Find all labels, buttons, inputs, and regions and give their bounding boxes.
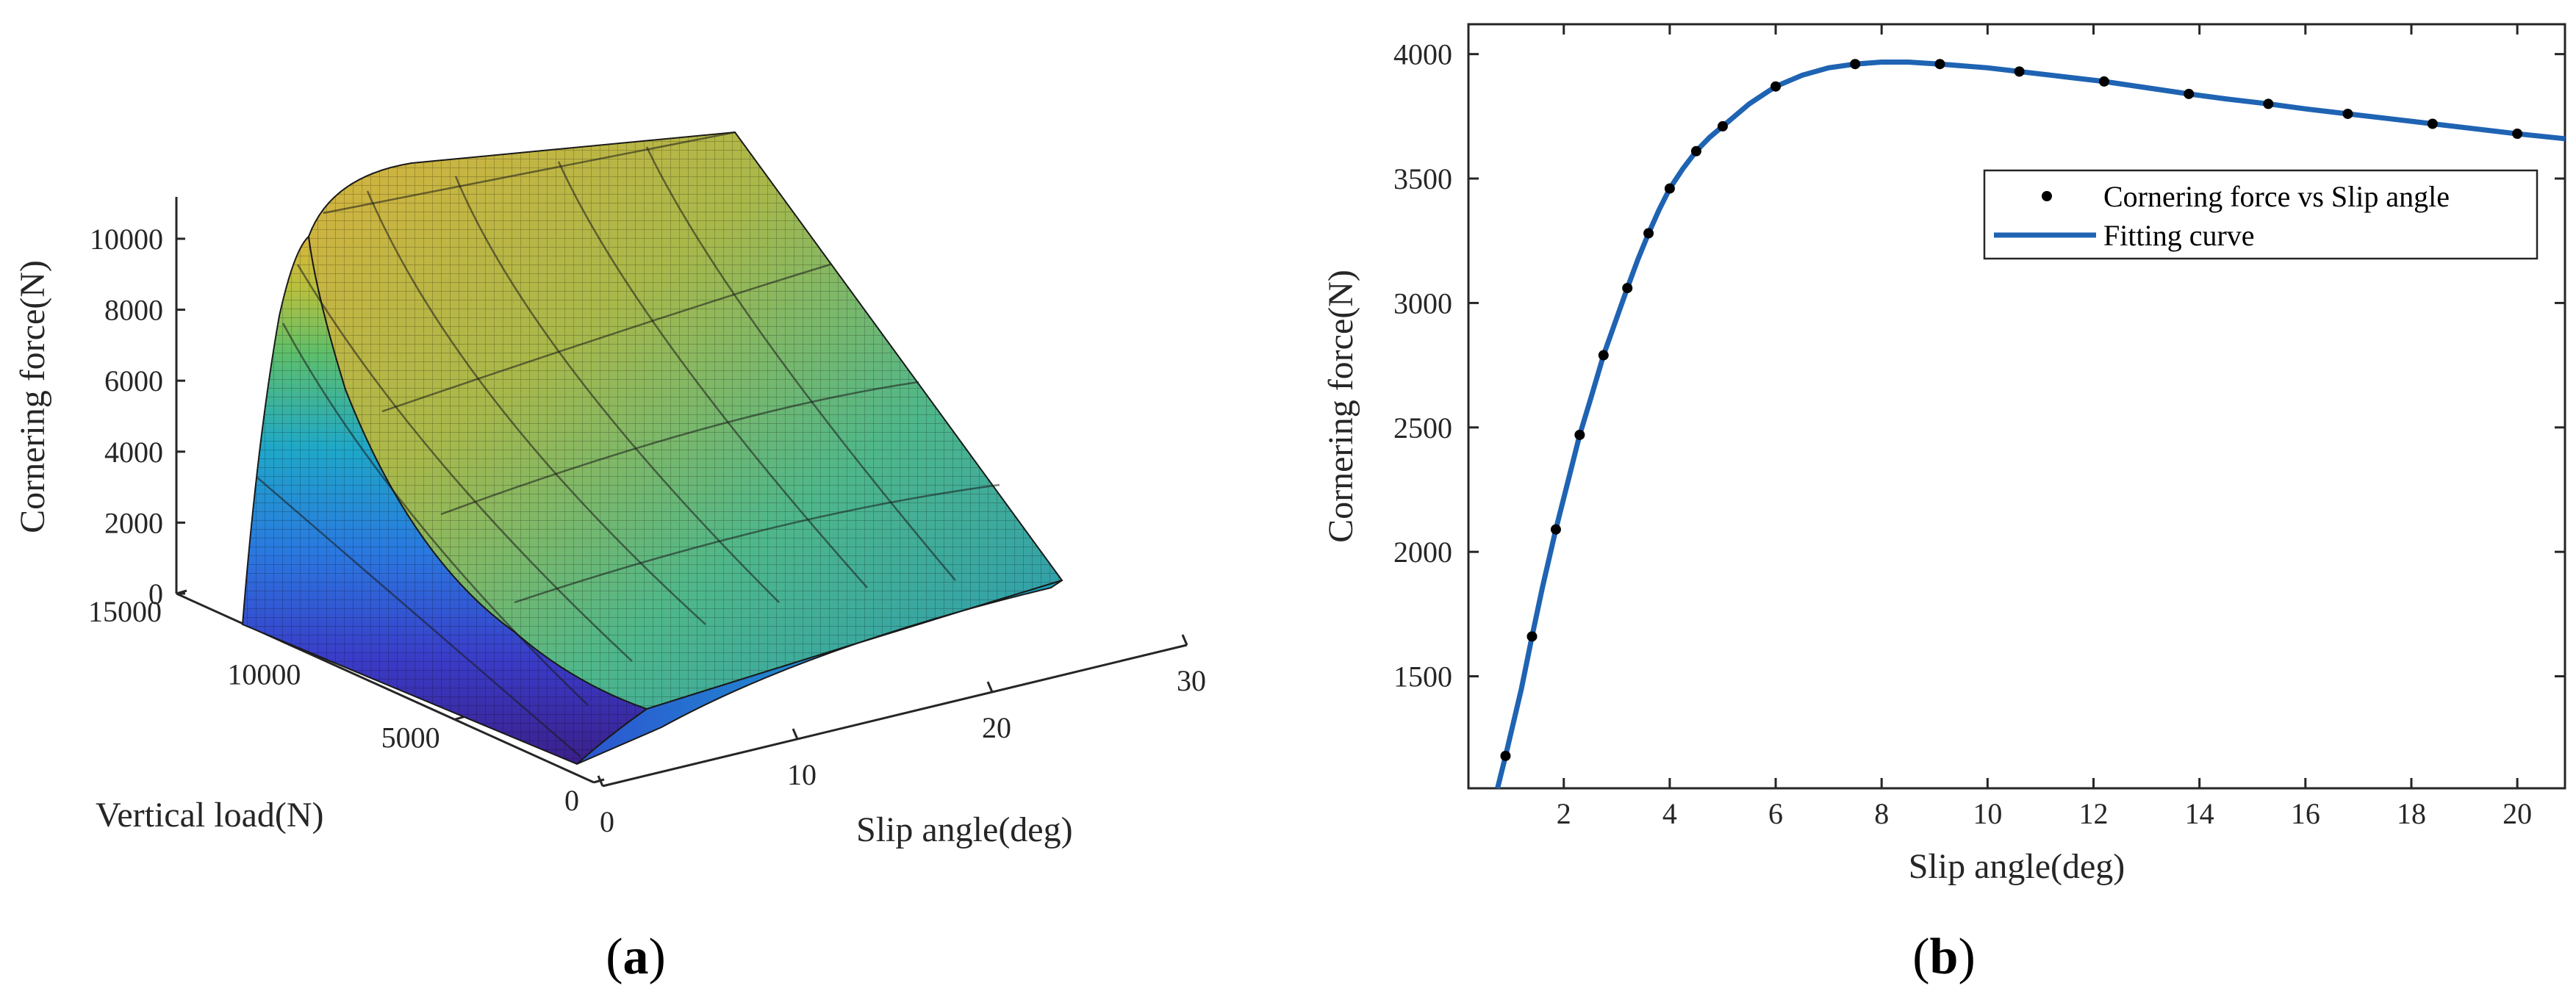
y-ticks: 1500 2000 2500 3000 3500 4000 [1393, 38, 2565, 694]
y-tick-mark [176, 589, 187, 595]
legend-entry-markers: Cornering force vs Slip angle [2103, 180, 2450, 213]
plot-area-frame [1467, 23, 2566, 790]
z-tick-label: 8000 [104, 294, 163, 327]
y-tick-label: 2000 [1393, 536, 1452, 569]
x-tick-label: 8 [1874, 797, 1889, 830]
x-tick-label: 14 [2185, 797, 2214, 830]
data-point [2512, 129, 2523, 140]
x-axis-title: Slip angle(deg) [856, 810, 1073, 849]
y-tick-mark [593, 778, 605, 784]
z-tick-label: 0 [148, 577, 163, 610]
x-tick-label: 10 [787, 758, 817, 791]
legend: Cornering force vs Slip angle Fitting cu… [1983, 169, 2539, 260]
y-tick-label: 3500 [1393, 162, 1452, 195]
z-axis-title: Cornering force(N) [13, 260, 52, 533]
x-tick-label: 18 [2397, 797, 2426, 830]
legend-entry-line: Fitting curve [2103, 219, 2255, 252]
z-tick-label: 10000 [90, 223, 163, 256]
data-point [1664, 183, 1675, 194]
x-tick-mark [986, 681, 994, 693]
x-tick-mark [597, 775, 604, 787]
x-tick-label: 30 [1177, 664, 1206, 697]
x-tick-label: 2 [1557, 797, 1571, 830]
data-markers [1500, 59, 2523, 761]
x-ticks: 2 4 6 8 10 12 14 16 18 20 [1557, 24, 2532, 830]
data-point [1643, 228, 1654, 239]
data-point [1850, 59, 1861, 70]
x-tick-label: 10 [1973, 797, 2002, 830]
legend-marker-icon [2042, 191, 2052, 201]
surface-mesh-lines [256, 131, 1000, 757]
z-ticks: 0 2000 4000 6000 8000 10000 [90, 223, 185, 610]
x-ticks: 0 10 20 30 [597, 634, 1206, 838]
y-tick-label: 1500 [1393, 660, 1452, 694]
x-tick-mark [792, 728, 799, 740]
data-point [2098, 76, 2109, 87]
data-point [1598, 350, 1609, 361]
y-ticks: 0 5000 10000 15000 [88, 589, 605, 817]
x-tick-label: 16 [2291, 797, 2320, 830]
data-point [1717, 120, 1728, 132]
data-point [2014, 66, 2025, 77]
y-tick-label: 3000 [1393, 287, 1452, 320]
surface-plot: 0 2000 4000 6000 8000 10000 0 5000 10000 15000 0… [13, 131, 1206, 849]
x-tick-label: 12 [2079, 797, 2109, 830]
panel-a-label: (a) [606, 929, 666, 985]
z-tick-label: 6000 [104, 364, 163, 397]
panel-b-label: (b) [1912, 929, 1976, 985]
x-axis-title: Slip angle(deg) [1909, 847, 2125, 886]
data-point [1770, 81, 1782, 92]
y-tick-label: 5000 [381, 721, 440, 754]
legend-box [1983, 169, 2539, 260]
data-point [1526, 631, 1538, 642]
data-point [2263, 98, 2274, 109]
y-tick-label: 10000 [227, 658, 301, 691]
y-axis-title: Vertical load(N) [96, 796, 324, 835]
y-tick-label: 15000 [88, 595, 162, 628]
x-axis-line [602, 644, 1188, 788]
data-point [1622, 283, 1633, 294]
y-tick-label: 4000 [1393, 38, 1452, 71]
y-tick-label: 2500 [1393, 411, 1452, 444]
y-axis-title: Cornering force(N) [1321, 270, 1360, 543]
z-tick-label: 2000 [104, 506, 163, 539]
data-point [2342, 108, 2353, 119]
x-tick-label: 6 [1768, 797, 1783, 830]
data-point [1550, 524, 1561, 535]
line-plot: 2 4 6 8 10 12 14 16 18 20 1500 2000 2500 3000 3500 400… [1321, 23, 2566, 886]
y-tick-label: 0 [564, 784, 579, 817]
data-point [1574, 429, 1585, 440]
surface-slope-face [576, 580, 1063, 765]
x-tick-label: 20 [2503, 797, 2532, 830]
x-tick-label: 4 [1662, 797, 1677, 830]
x-tick-label: 0 [600, 805, 614, 838]
data-point [1500, 750, 1511, 761]
z-tick-label: 4000 [104, 436, 163, 469]
x-tick-label: 20 [982, 711, 1011, 744]
data-point [1690, 145, 1701, 156]
x-tick-mark [1181, 634, 1188, 646]
data-point [2184, 88, 2195, 99]
data-point [2427, 118, 2438, 129]
data-point [1934, 59, 1945, 70]
